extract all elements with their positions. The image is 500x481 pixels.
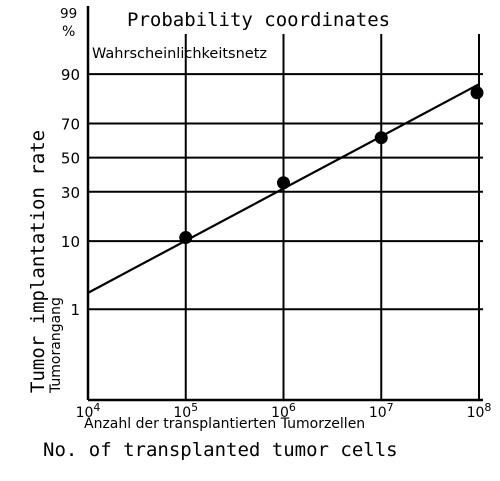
y-tick-label: 10 (61, 233, 80, 251)
y-unit-label: % (62, 24, 75, 40)
x-tick-label: 106 (271, 401, 296, 421)
y-tick-label: 30 (61, 184, 80, 202)
y-tick-label: 90 (61, 66, 80, 84)
data-points (179, 86, 484, 245)
data-point (179, 231, 193, 245)
chart-subtitle: Wahrscheinlichkeitsnetz (92, 46, 267, 62)
y-tick-label: 1 (70, 301, 80, 319)
data-point (277, 176, 290, 190)
x-axis-label-de: Anzahl der transplantierten Tumorzellen (84, 416, 365, 432)
x-tick-label: 105 (173, 401, 198, 421)
chart-title: Probability coordinates (127, 9, 390, 31)
x-axis-label: No. of transplanted tumor cells (43, 439, 398, 461)
y-axis-label-de: Tumorangang (48, 297, 64, 394)
x-tick-label: 107 (369, 401, 394, 421)
axes (86, 6, 483, 402)
data-point (470, 86, 484, 100)
y-tick-labels: 1 10 30 50 70 90 (61, 66, 80, 319)
data-point (374, 131, 388, 145)
x-tick-labels: 104 105 106 107 108 (76, 401, 492, 421)
grid (88, 34, 483, 400)
x-tick-label: 104 (76, 401, 101, 421)
y-tick-label: 70 (61, 115, 80, 133)
y-top-label: 99 (60, 6, 77, 22)
x-tick-label: 108 (467, 401, 492, 421)
y-tick-label: 50 (61, 150, 80, 168)
y-axis-label: Tumor implantation rate (27, 130, 49, 393)
